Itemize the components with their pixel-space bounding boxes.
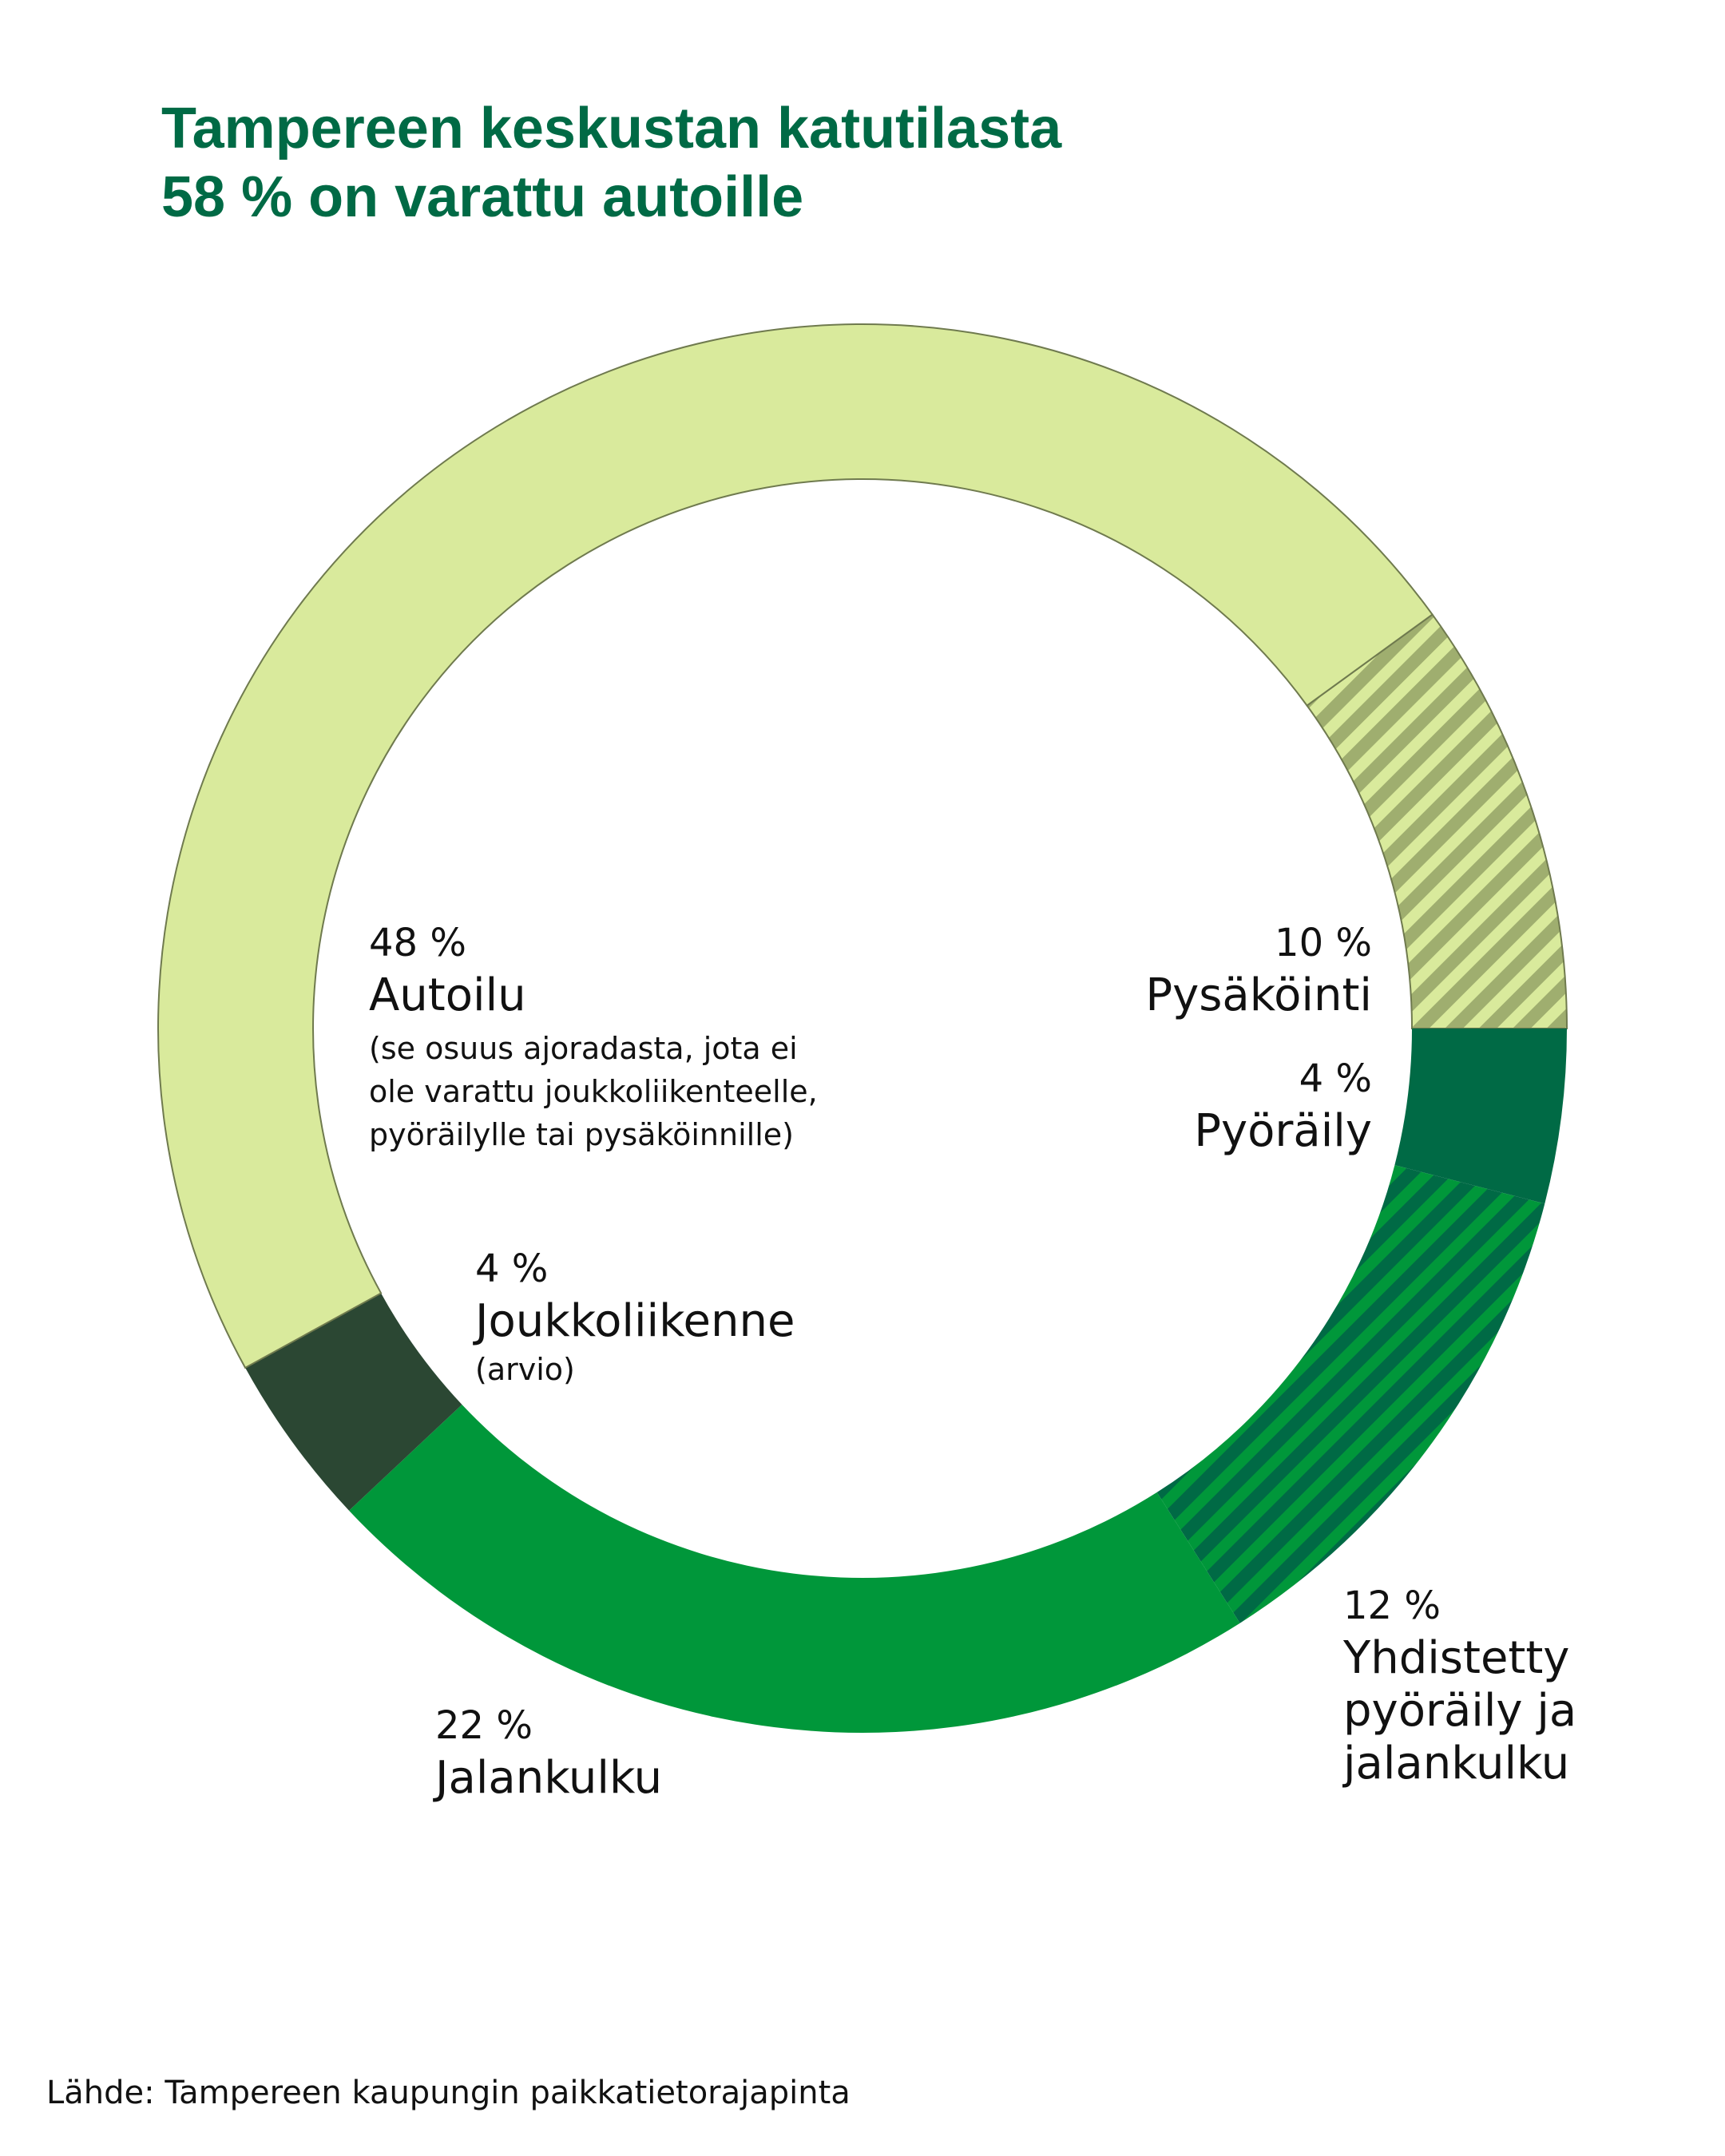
slice-jalankulku	[349, 1404, 1240, 1733]
chart-title-line-2: 58 % on varattu autoille	[161, 165, 804, 229]
label-jalankulku-name: Jalankulku	[435, 1752, 663, 1804]
label-autoilu: 48 % Autoilu (se osuus ajoradasta, jota …	[369, 917, 818, 1156]
label-yhdistetty-name-line-3: jalankulku	[1343, 1738, 1570, 1789]
slice-pysakointi	[1306, 613, 1568, 1029]
label-yhdistetty-name-line-2: pyöräily ja	[1343, 1685, 1577, 1737]
slice-yhdistetty	[1156, 1165, 1545, 1623]
label-jalankulku: 22 % Jalankulku	[435, 1699, 662, 1805]
label-yhdistetty-percent: 12 %	[1343, 1583, 1441, 1628]
chart-title: Tampereen keskustan katutilasta 58 % on …	[161, 94, 1061, 232]
slice-pyoraily	[1394, 1028, 1567, 1204]
source-note: Lähde: Tampereen kaupungin paikkatietora…	[46, 2075, 851, 2111]
label-yhdistetty-name-line-1: Yhdistetty	[1343, 1632, 1570, 1684]
label-pysakointi-percent: 10 %	[1275, 921, 1372, 965]
label-joukkoliikenne-name: Joukkoliikenne	[475, 1295, 795, 1347]
label-jalankulku-percent: 22 %	[435, 1703, 533, 1748]
label-pyoraily-percent: 4 %	[1299, 1056, 1372, 1101]
label-pyoraily-name: Pyöräily	[1194, 1105, 1372, 1157]
label-pysakointi: 10 % Pysäköinti	[1145, 917, 1372, 1022]
label-autoilu-note-line-3: pyöräilylle tai pysäköinnille)	[369, 1117, 794, 1152]
label-joukkoliikenne-note: (arvio)	[475, 1352, 575, 1387]
label-yhdistetty: 12 % Yhdistetty pyöräily ja jalankulku	[1343, 1579, 1576, 1790]
label-joukkoliikenne-percent: 4 %	[475, 1246, 549, 1291]
label-pyoraily: 4 % Pyöräily	[1194, 1052, 1372, 1158]
label-autoilu-note-line-1: (se osuus ajoradasta, jota ei	[369, 1031, 798, 1066]
slice-joukkoliikenne	[245, 1293, 462, 1511]
label-autoilu-note-line-2: ole varattu joukkoliikenteelle,	[369, 1074, 818, 1109]
slice-autoilu	[157, 323, 1434, 1369]
label-autoilu-name: Autoilu	[369, 969, 526, 1021]
label-joukkoliikenne: 4 % Joukkoliikenne (arvio)	[475, 1242, 795, 1391]
chart-title-line-1: Tampereen keskustan katutilasta	[161, 97, 1062, 161]
label-pysakointi-name: Pysäköinti	[1145, 969, 1372, 1021]
label-autoilu-percent: 48 %	[369, 921, 466, 965]
